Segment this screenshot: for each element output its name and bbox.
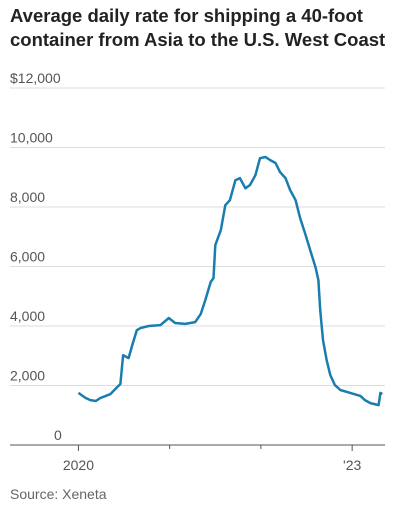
x-tick-label: 2020 — [63, 457, 94, 473]
chart-title: Average daily rate for shipping a 40-foo… — [10, 5, 385, 50]
line — [77, 155, 383, 407]
y-tick-label: 6,000 — [10, 249, 45, 265]
y-tick-label: 10,000 — [10, 130, 53, 146]
x-tick-label: '23 — [343, 457, 361, 473]
y-tick-label: 2,000 — [10, 368, 45, 384]
source: Source: Xeneta — [10, 486, 107, 502]
y-tick-label: $12,000 — [10, 70, 61, 86]
y-tick-label: 8,000 — [10, 189, 45, 205]
y-tick-label: 0 — [54, 427, 62, 443]
y-tick-label: 4,000 — [10, 308, 45, 324]
